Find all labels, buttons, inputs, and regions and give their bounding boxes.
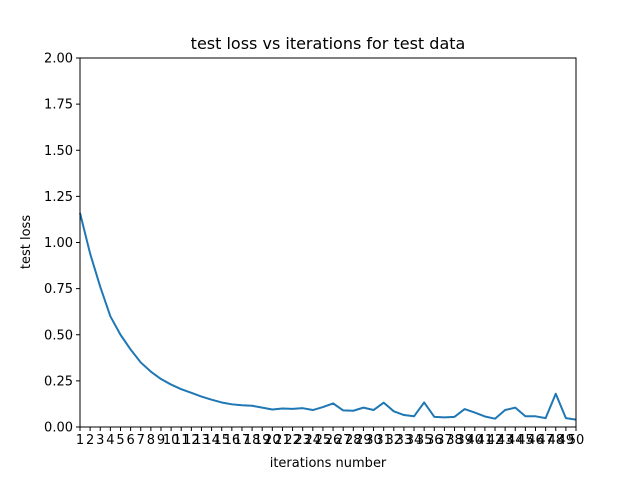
x-tick-label: 45 <box>517 433 534 448</box>
x-tick-label: 46 <box>527 433 544 448</box>
x-tick-label: 32 <box>386 433 403 448</box>
series-line <box>79 212 577 421</box>
y-tick-label: 0.25 <box>44 374 73 389</box>
x-tick-label: 29 <box>355 433 372 448</box>
x-tick-label: 14 <box>203 433 220 448</box>
x-tick-label: 24 <box>305 433 322 448</box>
y-tick-label: 1.50 <box>44 144 73 159</box>
x-tick-label: 2 <box>86 433 94 448</box>
x-tick-label: 41 <box>477 433 494 448</box>
y-tick-label: 1.00 <box>44 236 73 251</box>
x-axis: 1 2 3 4 5 6 7 8 91011121314151617181920212223242… <box>76 427 584 448</box>
x-axis-title: iterations number <box>270 456 387 471</box>
x-tick-label: 12 <box>183 433 200 448</box>
x-tick-label: 31 <box>375 433 392 448</box>
x-tick-label: 30 <box>365 433 382 448</box>
plot-area <box>79 212 577 421</box>
y-tick-label: 0.75 <box>44 282 73 297</box>
x-tick-label: 35 <box>416 433 433 448</box>
x-tick-label: 13 <box>193 433 210 448</box>
x-tick-label: 49 <box>558 433 575 448</box>
x-tick-label: 48 <box>547 433 564 448</box>
x-tick-label: 9 <box>157 433 165 448</box>
x-tick-label: 39 <box>456 433 473 448</box>
x-tick-label: 40 <box>467 433 484 448</box>
x-tick-label: 8 <box>147 433 155 448</box>
x-tick-label: 6 <box>126 433 134 448</box>
x-tick-label: 1 <box>76 433 84 448</box>
x-tick-label: 11 <box>173 433 190 448</box>
x-tick-label: 28 <box>345 433 362 448</box>
y-tick-label: 1.25 <box>44 190 73 205</box>
y-axis-title: test loss <box>19 215 34 269</box>
x-tick-label: 10 <box>163 433 180 448</box>
y-axis: 0.00 0.25 0.50 0.75 1.00 1.25 1.50 1.75 2.00 <box>44 52 80 436</box>
x-tick-label: 16 <box>224 433 241 448</box>
x-tick-label: 43 <box>497 433 514 448</box>
x-tick-label: 33 <box>396 433 413 448</box>
x-tick-label: 23 <box>294 433 311 448</box>
x-tick-label: 38 <box>446 433 463 448</box>
x-tick-label: 36 <box>426 433 443 448</box>
x-tick-label: 44 <box>507 433 524 448</box>
x-tick-label: 17 <box>234 433 251 448</box>
x-tick-label: 19 <box>254 433 271 448</box>
x-tick-label: 22 <box>284 433 301 448</box>
x-tick-label: 3 <box>96 433 104 448</box>
x-tick-label: 18 <box>244 433 261 448</box>
x-tick-label: 42 <box>487 433 504 448</box>
x-tick-label: 47 <box>537 433 554 448</box>
x-tick-label: 20 <box>264 433 281 448</box>
x-tick-label: 4 <box>106 433 114 448</box>
x-tick-label: 34 <box>406 433 423 448</box>
x-tick-label: 21 <box>274 433 291 448</box>
y-tick-label: 2.00 <box>44 52 73 67</box>
x-tick-label: 5 <box>116 433 124 448</box>
x-tick-label: 7 <box>137 433 145 448</box>
chart-title: test loss vs iterations for test data <box>191 34 466 53</box>
x-tick-label: 26 <box>325 433 342 448</box>
x-tick-label: 27 <box>335 433 352 448</box>
y-tick-label: 0.50 <box>44 328 73 343</box>
x-tick-label: 25 <box>315 433 332 448</box>
x-tick-label: 50 <box>568 433 585 448</box>
y-tick-label: 1.75 <box>44 98 73 113</box>
y-tick-label: 0.00 <box>44 421 73 436</box>
x-tick-label: 37 <box>436 433 453 448</box>
plot-frame <box>79 57 577 428</box>
x-tick-label: 15 <box>213 433 230 448</box>
